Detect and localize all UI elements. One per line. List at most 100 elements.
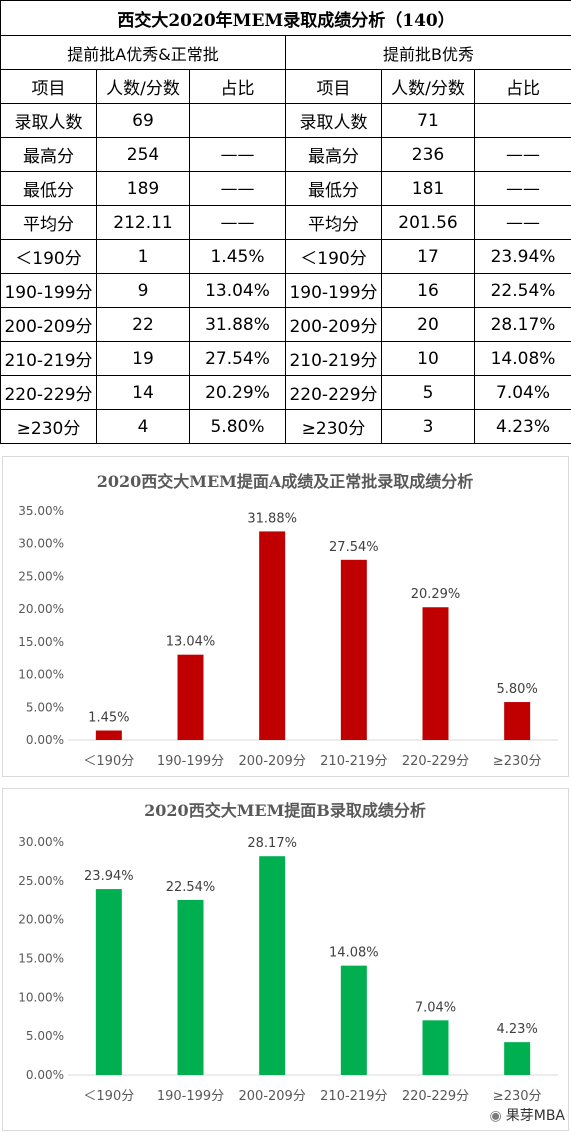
category-label: 200-209分 <box>239 754 306 769</box>
table-cell: 最低分 <box>285 171 382 206</box>
y-tick-label: 20.00% <box>18 913 64 927</box>
data-label: 14.08% <box>329 946 379 961</box>
table-row: 220-229分 14 20.29% 220-229分 5 7.04% <box>0 375 571 410</box>
table-cell: 20 <box>381 307 475 342</box>
table-cell: 录取人数 <box>285 103 382 138</box>
section-a-header: 提前批A优秀&正常批 <box>0 35 286 70</box>
data-label: 23.94% <box>84 869 134 884</box>
wechat-icon: ◉ <box>489 1108 502 1124</box>
bar <box>259 531 286 740</box>
bar <box>340 559 367 740</box>
table-cell: 1 <box>96 239 190 274</box>
table-cell: 220-229分 <box>285 375 382 410</box>
table-cell: 28.17% <box>473 307 571 342</box>
table-cell: 9 <box>96 273 190 308</box>
y-tick-label: 10.00% <box>18 990 64 1004</box>
table-row: 最低分 189 —— 最低分 181 —— <box>0 171 571 206</box>
table-cell: 10 <box>381 341 475 376</box>
y-tick-label: 25.00% <box>18 874 64 888</box>
table-row: 录取人数 69 录取人数 71 <box>0 103 571 138</box>
bar <box>177 654 204 740</box>
y-tick-label: 15.00% <box>18 952 64 966</box>
table-cell: 3 <box>381 409 475 444</box>
table-cell: 录取人数 <box>0 103 97 138</box>
table-cell: 5.80% <box>189 409 286 444</box>
table-cell: 200-209分 <box>0 307 97 342</box>
table-cell: 190-199分 <box>285 273 382 308</box>
table-cell: ＜190分 <box>285 239 382 274</box>
table-cell: ≥230分 <box>0 409 97 444</box>
data-label: 27.54% <box>329 540 379 555</box>
category-label: 210-219分 <box>320 1089 387 1104</box>
y-tick-label: 5.00% <box>26 1029 64 1043</box>
column-header: 人数/分数 <box>381 69 475 104</box>
table-row: 200-209分 22 31.88% 200-209分 20 28.17% <box>0 307 571 342</box>
table-cell: 17 <box>381 239 475 274</box>
table-cell: 27.54% <box>189 341 286 376</box>
table-cell: 平均分 <box>285 205 382 240</box>
table-cell: 190-199分 <box>0 273 97 308</box>
bar <box>95 889 122 1075</box>
score-table: 西交大2020年MEM录取成绩分析（140） 提前批A优秀&正常批 提前批B优秀… <box>0 0 571 444</box>
table-cell: —— <box>189 137 286 172</box>
category-label: ＜190分 <box>83 1089 134 1104</box>
table-cell: 236 <box>381 137 475 172</box>
data-label: 31.88% <box>247 511 297 526</box>
category-label: 220-229分 <box>402 754 469 769</box>
data-label: 7.04% <box>415 1000 456 1015</box>
table-cell: ＜190分 <box>0 239 97 274</box>
column-header: 占比 <box>473 69 571 104</box>
category-label: 190-199分 <box>157 754 224 769</box>
chart-b-panel: 2020西交大MEM提面B录取成绩分析 0.00% 5.00% 10.00% 15.00… <box>0 786 571 1133</box>
category-label: ＜190分 <box>83 754 134 769</box>
y-tick-label: 0.00% <box>26 733 64 747</box>
data-label: 1.45% <box>88 711 129 726</box>
table-row: 最高分 254 —— 最高分 236 —— <box>0 137 571 172</box>
table-cell: 69 <box>96 103 190 138</box>
watermark: ◉ 果芽MBA <box>490 1105 565 1125</box>
table-header-row: 项目 人数/分数 占比 项目 人数/分数 占比 <box>0 69 571 104</box>
bar <box>259 856 286 1075</box>
category-label: 190-199分 <box>157 1089 224 1104</box>
category-label: ≥230分 <box>493 754 542 769</box>
y-tick-label: 15.00% <box>18 635 64 649</box>
table-row: 平均分 212.11 —— 平均分 201.56 —— <box>0 205 571 240</box>
table-cell: 16 <box>381 273 475 308</box>
table-cell: 201.56 <box>381 205 475 240</box>
column-header: 项目 <box>285 69 382 104</box>
table-cell: —— <box>189 205 286 240</box>
data-label: 20.29% <box>411 587 461 602</box>
data-label: 5.80% <box>497 682 538 697</box>
table-cell: 22 <box>96 307 190 342</box>
bar <box>340 965 367 1075</box>
table-cell: 19 <box>96 341 190 376</box>
table-cell: 7.04% <box>473 375 571 410</box>
table-cell: 220-229分 <box>0 375 97 410</box>
chart-a-panel: 2020西交大MEM提面A成绩及正常批录取成绩分析 0.00% 5.00% 10.00… <box>0 454 571 779</box>
y-tick-label: 30.00% <box>18 835 64 849</box>
table-cell: 5 <box>381 375 475 410</box>
table-cell: —— <box>189 171 286 206</box>
y-tick-label: 30.00% <box>18 537 64 551</box>
table-cell: —— <box>473 205 571 240</box>
table-cell: 31.88% <box>189 307 286 342</box>
category-label: 210-219分 <box>320 754 387 769</box>
y-tick-label: 5.00% <box>26 700 64 714</box>
bar <box>504 702 531 740</box>
y-tick-label: 35.00% <box>18 504 64 518</box>
column-header: 占比 <box>189 69 286 104</box>
category-label: ≥230分 <box>493 1089 542 1104</box>
table-cell: 189 <box>96 171 190 206</box>
table-row: 190-199分 9 13.04% 190-199分 16 22.54% <box>0 273 571 308</box>
y-tick-label: 20.00% <box>18 602 64 616</box>
bar <box>177 899 204 1075</box>
table-cell: 4 <box>96 409 190 444</box>
table-title: 西交大2020年MEM录取成绩分析（140） <box>0 0 571 36</box>
table-cell: 13.04% <box>189 273 286 308</box>
table-cell: 200-209分 <box>285 307 382 342</box>
chart-title: 2020西交大MEM提面B录取成绩分析 <box>144 801 426 820</box>
table-cell: 最高分 <box>285 137 382 172</box>
bar <box>422 1020 449 1075</box>
table-body: 录取人数 69 录取人数 71 最高分 254 —— 最高分 236 —— 最低分 189 —— 最低分 1… <box>0 103 571 444</box>
category-label: 220-229分 <box>402 1089 469 1104</box>
